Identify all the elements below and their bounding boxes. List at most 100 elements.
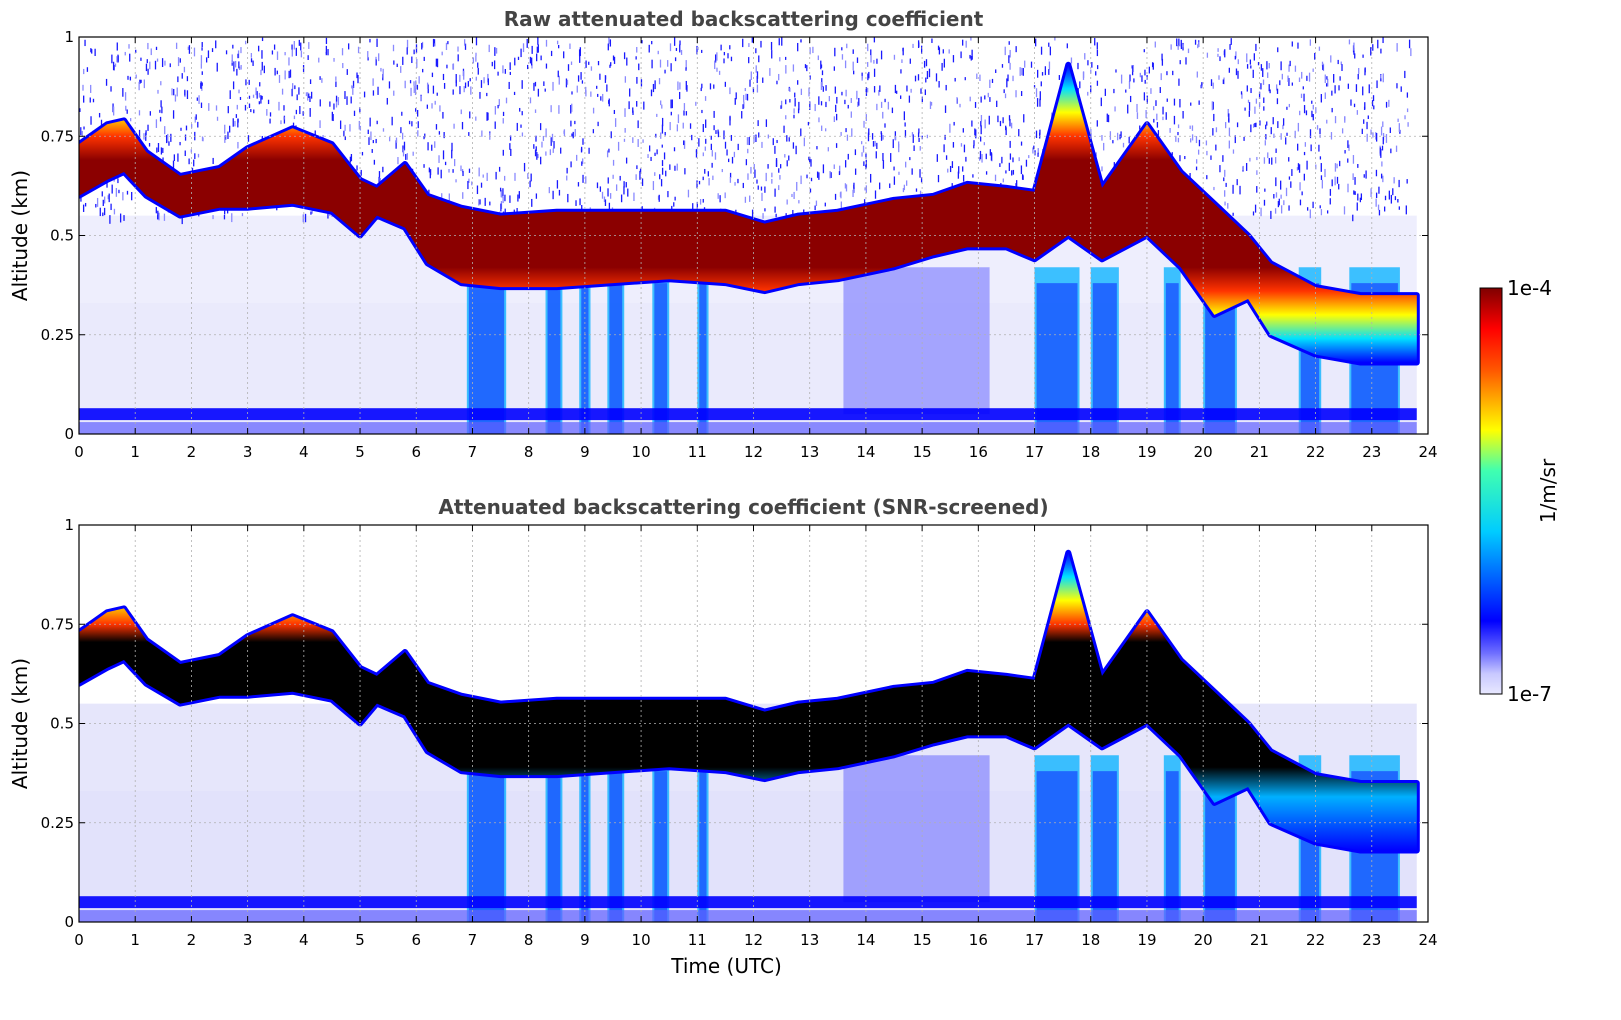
noise-speckle: [1362, 86, 1364, 96]
noise-speckle: [852, 189, 854, 198]
noise-speckle: [731, 156, 734, 164]
noise-speckle: [784, 154, 786, 158]
noise-speckle: [820, 60, 822, 70]
noise-speckle: [1254, 123, 1256, 127]
noise-speckle: [937, 174, 940, 183]
noise-speckle: [635, 56, 637, 60]
noise-speckle: [269, 112, 272, 117]
noise-speckle: [469, 111, 471, 119]
noise-speckle: [856, 90, 858, 100]
noise-speckle: [803, 209, 805, 214]
noise-speckle: [637, 139, 639, 147]
noise-speckle: [549, 149, 552, 156]
noise-speckle: [1001, 156, 1003, 164]
noise-speckle: [184, 150, 186, 157]
noise-speckle: [1249, 59, 1252, 65]
noise-speckle: [674, 57, 677, 62]
noise-speckle: [353, 110, 356, 116]
noise-speckle: [531, 45, 533, 54]
noise-speckle: [834, 193, 837, 200]
noise-speckle: [762, 77, 764, 83]
x-tick-label: 0: [74, 443, 84, 461]
noise-speckle: [714, 152, 717, 160]
noise-speckle: [1190, 102, 1192, 106]
grid: [79, 525, 1428, 922]
noise-speckle: [1393, 177, 1395, 184]
noise-speckle: [225, 50, 228, 55]
noise-speckle: [418, 76, 420, 84]
noise-speckle: [601, 191, 604, 199]
noise-speckle: [749, 195, 751, 202]
noise-speckle: [486, 112, 488, 121]
noise-speckle: [300, 42, 302, 51]
noise-speckle: [475, 76, 477, 81]
noise-speckle: [413, 85, 415, 94]
noise-speckle: [1166, 98, 1168, 102]
noise-speckle: [1348, 39, 1351, 45]
noise-speckle: [1245, 163, 1248, 171]
noise-speckle: [676, 163, 678, 171]
noise-speckle: [847, 153, 849, 160]
noise-speckle: [1009, 118, 1011, 127]
noise-speckle: [1032, 147, 1034, 154]
noise-speckle: [527, 173, 529, 179]
noise-speckle: [448, 193, 450, 202]
noise-speckle: [1320, 94, 1322, 103]
noise-speckle: [596, 85, 598, 89]
noise-speckle: [342, 63, 344, 69]
noise-speckle: [833, 164, 835, 169]
noise-speckle: [102, 212, 104, 217]
noise-speckle: [1279, 80, 1281, 86]
noise-speckle: [239, 96, 242, 100]
noise-speckle: [438, 155, 440, 163]
noise-speckle: [260, 95, 262, 104]
noise-speckle: [331, 111, 333, 121]
noise-speckle: [751, 37, 753, 43]
noise-speckle: [1144, 79, 1146, 84]
noise-speckle: [1033, 85, 1036, 89]
noise-speckle: [256, 91, 258, 99]
noise-speckle: [396, 63, 398, 68]
noise-speckle: [873, 68, 876, 77]
noise-speckle: [237, 118, 239, 128]
noise-speckle: [761, 141, 763, 148]
noise-speckle: [1004, 93, 1007, 99]
noise-speckle: [592, 107, 595, 114]
noise-speckle: [673, 147, 676, 152]
noise-speckle: [613, 109, 616, 114]
noise-speckle: [494, 106, 497, 115]
noise-speckle: [918, 137, 920, 142]
noise-speckle: [776, 139, 778, 144]
noise-speckle: [240, 47, 242, 54]
noise-speckle: [1211, 101, 1213, 111]
noise-speckle: [760, 40, 762, 48]
noise-speckle: [750, 166, 752, 174]
noise-speckle: [1171, 152, 1173, 156]
noise-speckle: [623, 181, 625, 188]
y-tick-label: 0: [64, 425, 74, 443]
noise-speckle: [441, 193, 443, 202]
noise-speckle: [918, 42, 920, 47]
noise-speckle: [375, 59, 377, 66]
noise-speckle: [565, 78, 568, 88]
noise-speckle: [202, 137, 204, 142]
noise-speckle: [1265, 134, 1267, 140]
noise-speckle: [698, 180, 701, 185]
noise-speckle: [495, 47, 498, 54]
noise-speckle: [937, 45, 940, 51]
noise-speckle: [181, 215, 183, 225]
noise-speckle: [271, 50, 274, 55]
noise-speckle: [188, 158, 190, 165]
y-axis-label: Altitude (km): [8, 170, 32, 301]
noise-speckle: [1334, 163, 1337, 172]
noise-speckle: [1009, 153, 1012, 160]
noise-speckle: [516, 207, 518, 214]
noise-speckle: [216, 62, 218, 72]
noise-speckle: [720, 44, 722, 51]
noise-speckle: [1400, 86, 1402, 92]
noise-speckle: [291, 49, 293, 57]
noise-speckle: [863, 161, 865, 166]
noise-speckle: [656, 149, 658, 155]
noise-speckle: [1090, 69, 1092, 74]
noise-speckle: [1370, 129, 1372, 135]
